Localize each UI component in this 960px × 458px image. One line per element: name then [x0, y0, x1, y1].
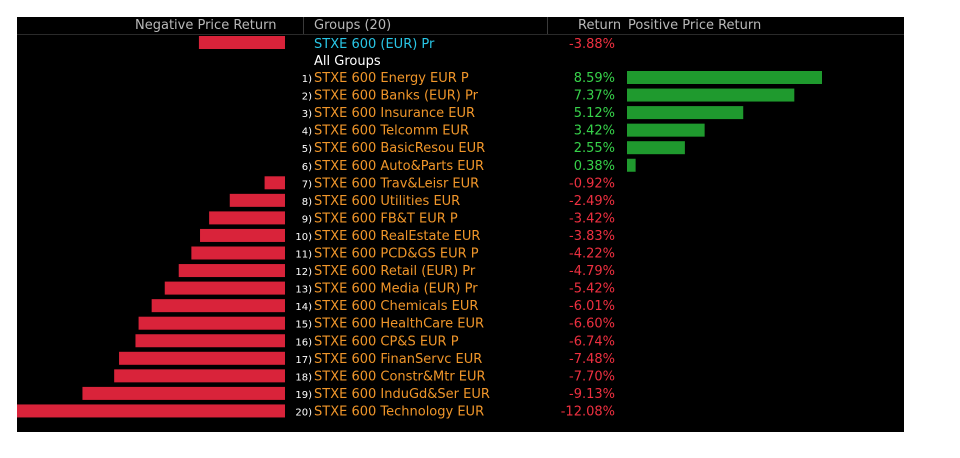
bar-11	[191, 246, 285, 260]
group-name-label: STXE 600 Media (EUR) Pr	[314, 282, 478, 297]
value-label: 3.42%	[574, 124, 615, 139]
bar-17	[119, 351, 285, 365]
bar-15	[138, 316, 285, 330]
value-label: 8.59%	[574, 71, 615, 86]
rank-label: 16)	[295, 337, 312, 348]
bar-2	[627, 88, 795, 102]
group-name-label: STXE 600 Trav&Leisr EUR	[314, 176, 479, 191]
value-label: -6.60%	[569, 317, 615, 332]
rank-label: 7)	[302, 179, 312, 190]
benchmark-bar	[198, 36, 285, 49]
rank-label: 18)	[295, 372, 312, 383]
group-name-label: STXE 600 PCD&GS EUR P	[314, 247, 479, 262]
value-label: -5.42%	[569, 282, 615, 297]
value-label: -6.01%	[569, 299, 615, 314]
rank-label: 10)	[295, 232, 312, 243]
group-name-label: STXE 600 Utilities EUR	[314, 194, 460, 209]
value-label: -12.08%	[561, 404, 615, 419]
bar-5	[627, 141, 685, 155]
value-label: 5.12%	[574, 106, 615, 121]
section-label-all-groups: All Groups	[314, 54, 381, 69]
group-name-label: STXE 600 CP&S EUR P	[314, 334, 459, 349]
group-rows: 1) STXE 600 Energy EUR P 8.59%2) STXE 600 B…	[17, 71, 822, 419]
group-name-label: STXE 600 HealthCare EUR	[314, 317, 484, 332]
value-label: -7.48%	[569, 352, 615, 367]
header-separator	[547, 17, 548, 34]
bar-1	[627, 71, 822, 84]
header-rule	[17, 34, 904, 35]
group-name-label: STXE 600 Telcomm EUR	[314, 124, 469, 139]
rank-label: 8)	[302, 197, 312, 208]
group-name-label: STXE 600 Retail (EUR) Pr	[314, 264, 476, 279]
rank-label: 9)	[302, 214, 312, 225]
bar-9	[209, 211, 285, 225]
group-name-label: STXE 600 Chemicals EUR	[314, 299, 478, 314]
value-label: -0.92%	[569, 176, 615, 191]
group-name-label: STXE 600 FB&T EUR P	[314, 211, 458, 226]
rank-label: 17)	[295, 355, 312, 366]
rank-label: 1)	[302, 74, 312, 85]
negative-price-return-header: Negative Price Return	[135, 18, 277, 33]
group-name-label: STXE 600 Technology EUR	[314, 404, 484, 419]
rank-label: 19)	[295, 390, 312, 401]
value-label: 2.55%	[574, 141, 615, 156]
group-name-label: STXE 600 RealEstate EUR	[314, 229, 480, 244]
value-label: -4.22%	[569, 247, 615, 262]
rank-label: 20)	[295, 407, 312, 418]
bar-10	[200, 228, 285, 242]
group-name-label: STXE 600 Constr&Mtr EUR	[314, 369, 486, 384]
group-name-label: STXE 600 Insurance EUR	[314, 106, 475, 121]
value-label: -2.49%	[569, 194, 615, 209]
rank-label: 15)	[295, 320, 312, 331]
groups-header: Groups (20)	[314, 18, 392, 33]
return-header: Return	[578, 18, 622, 33]
diverging-bar-chart: STXE 600 (EUR) Pr -3.88% All Groups 1) ST…	[17, 36, 822, 419]
rank-label: 12)	[295, 267, 312, 278]
benchmark-value-label: -3.88%	[569, 37, 615, 52]
bar-7	[264, 176, 285, 190]
bar-4	[627, 123, 705, 137]
bar-12	[178, 264, 285, 278]
group-name-label: STXE 600 FinanServc EUR	[314, 352, 482, 367]
rank-label: 5)	[302, 144, 312, 155]
positive-price-return-header: Positive Price Return	[628, 18, 762, 33]
rank-label: 14)	[295, 302, 312, 313]
rank-label: 3)	[302, 109, 312, 120]
value-label: -3.83%	[569, 229, 615, 244]
rank-label: 4)	[302, 127, 312, 138]
value-label: 7.37%	[574, 89, 615, 104]
value-label: 0.38%	[574, 159, 615, 174]
bar-3	[627, 106, 744, 120]
rank-label: 13)	[295, 285, 312, 296]
bar-14	[151, 299, 285, 313]
group-name-label: STXE 600 Banks (EUR) Pr	[314, 89, 479, 104]
bar-6	[627, 158, 636, 172]
value-label: -7.70%	[569, 369, 615, 384]
group-name-label: STXE 600 Energy EUR P	[314, 71, 469, 86]
value-label: -9.13%	[569, 387, 615, 402]
value-label: -4.79%	[569, 264, 615, 279]
group-name-label: STXE 600 InduGd&Ser EUR	[314, 387, 490, 402]
rank-label: 6)	[302, 162, 312, 173]
value-label: -3.42%	[569, 211, 615, 226]
rank-label: 11)	[295, 250, 312, 261]
bar-8	[229, 193, 285, 207]
bar-18	[114, 369, 286, 383]
group-name-label: STXE 600 BasicResou EUR	[314, 141, 485, 156]
benchmark-name-label: STXE 600 (EUR) Pr	[314, 37, 435, 52]
value-label: -6.74%	[569, 334, 615, 349]
bar-20	[17, 404, 285, 418]
rank-label: 2)	[302, 92, 312, 103]
group-name-label: STXE 600 Auto&Parts EUR	[314, 159, 484, 174]
bar-13	[164, 281, 285, 295]
chart-panel: Negative Price Return Groups (20) Return…	[17, 17, 904, 432]
bar-19	[82, 386, 285, 400]
column-header: Negative Price Return Groups (20) Return…	[17, 17, 904, 34]
bar-16	[135, 334, 285, 348]
header-separator	[303, 17, 304, 34]
